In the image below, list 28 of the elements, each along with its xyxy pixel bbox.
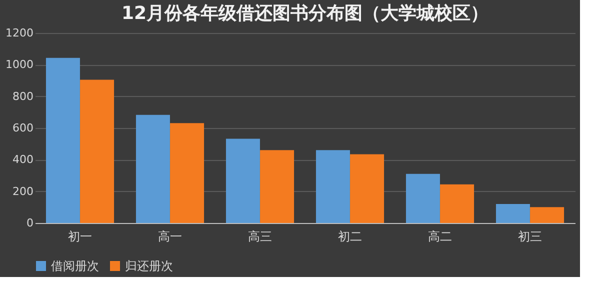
x-tick-label: 高二 (428, 230, 452, 244)
bar (496, 204, 530, 223)
bar (80, 80, 114, 223)
x-tick-label: 初三 (518, 230, 542, 244)
y-tick-label: 600 (12, 122, 34, 134)
y-tick-label: 400 (12, 153, 34, 166)
chart-title: 12月份各年级借还图书分布图（大学城校区） (121, 3, 489, 24)
x-tick-label: 初二 (338, 230, 362, 244)
x-tick-label: 高三 (248, 230, 272, 244)
x-tick-label: 初一 (68, 230, 92, 244)
bar (530, 207, 564, 223)
bar (136, 114, 170, 223)
y-tick-label: 200 (12, 184, 34, 198)
bar (260, 150, 294, 223)
bar (440, 184, 474, 223)
bar (46, 58, 80, 223)
bar (350, 154, 384, 223)
bar (226, 138, 260, 223)
y-tick-label: 1000 (6, 58, 34, 72)
y-tick-label: 800 (12, 90, 34, 103)
legend-label: 归还册次 (125, 259, 173, 273)
y-tick-label: 0 (26, 216, 34, 230)
bar (406, 174, 440, 223)
bar (170, 123, 204, 223)
legend-label: 借阅册次 (51, 259, 99, 273)
y-tick-label: 1200 (6, 26, 34, 40)
bar (316, 150, 350, 223)
x-tick-label: 高一 (158, 230, 182, 244)
